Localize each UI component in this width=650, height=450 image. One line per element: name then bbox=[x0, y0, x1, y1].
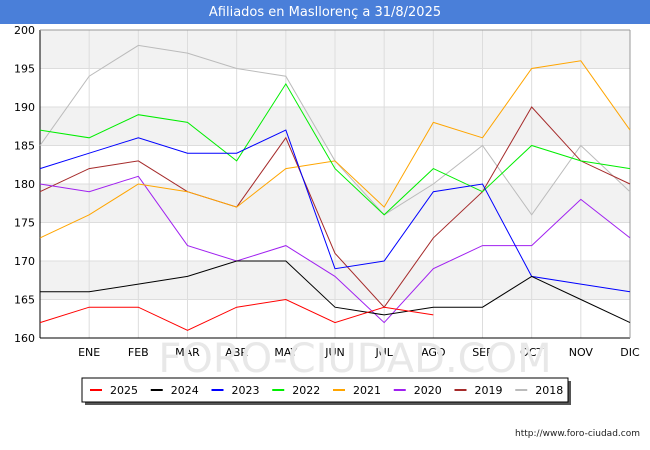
x-tick-label: DIC bbox=[620, 346, 640, 359]
legend-label-2022: 2022 bbox=[292, 384, 320, 397]
y-tick-label: 185 bbox=[14, 140, 35, 153]
x-tick-label: JUL bbox=[374, 346, 393, 359]
x-tick-label: MAY bbox=[274, 346, 297, 359]
chart-title: Afiliados en Masllorenç a 31/8/2025 bbox=[208, 4, 442, 20]
legend-label-2023: 2023 bbox=[232, 384, 260, 397]
y-tick-label: 175 bbox=[14, 217, 35, 230]
y-tick-label: 195 bbox=[14, 63, 35, 76]
x-tick-label: ABR bbox=[225, 346, 248, 359]
legend bbox=[81, 377, 569, 403]
legend-label-2020: 2020 bbox=[414, 384, 442, 397]
title-bar: Afiliados en Masllorenç a 31/8/2025 bbox=[0, 0, 650, 24]
x-tick-label: OCT bbox=[520, 346, 543, 359]
legend-label-2019: 2019 bbox=[475, 384, 503, 397]
x-tick-label: AGO bbox=[421, 346, 446, 359]
y-tick-label: 190 bbox=[14, 101, 35, 114]
series-line-2024 bbox=[40, 260, 631, 324]
x-tick-label: MAR bbox=[175, 346, 200, 359]
watermark: FORO-CIUDAD.COM bbox=[158, 336, 551, 382]
x-tick-label: ENE bbox=[78, 346, 100, 359]
legend-label-2021: 2021 bbox=[353, 384, 381, 397]
series-line-2022 bbox=[39, 82, 631, 216]
x-tick-label: FEB bbox=[128, 346, 149, 359]
series-line-2025 bbox=[39, 298, 434, 331]
y-tick-label: 180 bbox=[14, 178, 35, 191]
series-line-2019 bbox=[39, 106, 631, 308]
y-tick-label: 170 bbox=[14, 255, 35, 268]
legend-label-2018: 2018 bbox=[535, 384, 563, 397]
footer-url[interactable]: http://www.foro-ciudad.com bbox=[515, 429, 640, 439]
line-chart: 160 165 170 175 180 185 190 195 200 ENE FEB MAR ABR M… bbox=[14, 24, 640, 405]
legend-label-2024: 2024 bbox=[171, 384, 199, 397]
series-line-2021 bbox=[39, 60, 631, 239]
x-tick-label: JUN bbox=[324, 346, 345, 359]
y-tick-label: 200 bbox=[14, 24, 35, 37]
x-tick-label: SEP bbox=[472, 346, 493, 359]
series-line-2020 bbox=[39, 175, 631, 324]
x-tick-label: NOV bbox=[569, 346, 594, 359]
y-tick-label: 160 bbox=[14, 332, 35, 345]
legend-label-2025: 2025 bbox=[110, 384, 138, 397]
y-tick-label: 165 bbox=[14, 294, 35, 307]
